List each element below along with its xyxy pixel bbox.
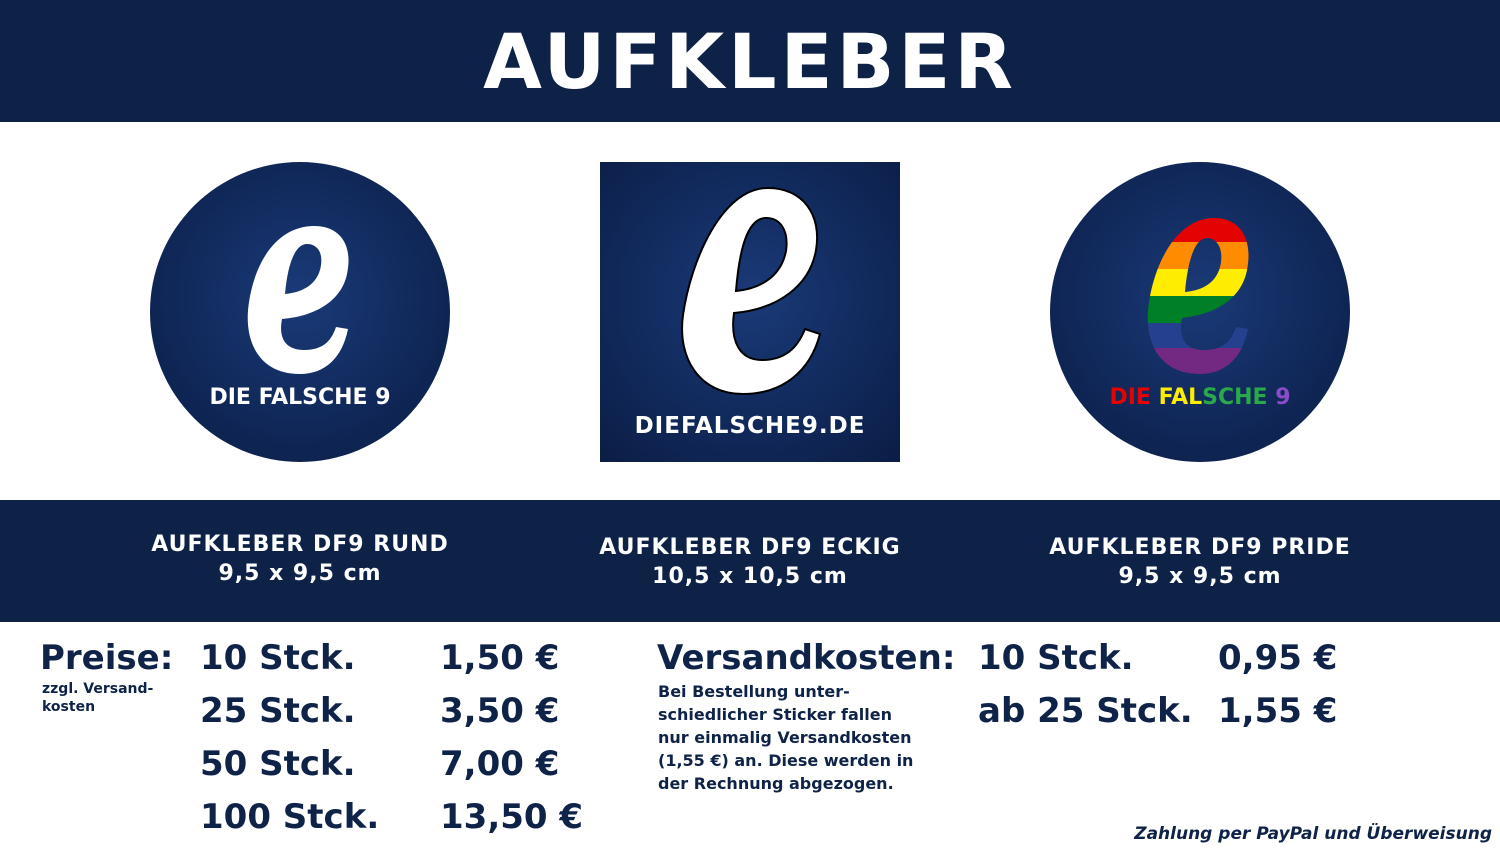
shipping-note-line: nur einmalig Versandkosten xyxy=(658,728,912,747)
product-pride-size: 9,5 x 9,5 cm xyxy=(1118,564,1282,589)
shipping-label: Versandkosten: xyxy=(657,638,956,678)
product-info-band: AUFKLEBER DF9 RUND 9,5 x 9,5 cm AUFKLEBE… xyxy=(0,500,1500,622)
pride-label-part-purple: 9 xyxy=(1267,385,1291,410)
e-logo-icon xyxy=(247,226,349,374)
product-round-info: AUFKLEBER DF9 RUND 9,5 x 9,5 cm xyxy=(100,530,500,588)
shipping-qty: ab 25 Stck. xyxy=(978,691,1193,731)
product-pride-info: AUFKLEBER DF9 PRIDE 9,5 x 9,5 cm xyxy=(1000,533,1400,591)
pride-label-part-yellow: FAL xyxy=(1158,385,1203,410)
price-qty: 50 Stck. xyxy=(200,744,356,784)
price-value: 3,50 € xyxy=(440,691,560,731)
shipping-note-line: (1,55 €) an. Diese werden in xyxy=(658,751,914,770)
header-banner: AUFKLEBER xyxy=(0,0,1500,122)
price-qty: 10 Stck. xyxy=(200,638,356,678)
product-pride-name: AUFKLEBER DF9 PRIDE xyxy=(1049,535,1351,560)
product-square-info: AUFKLEBER DF9 ECKIG 10,5 x 10,5 cm xyxy=(550,533,950,591)
sticker-round-label: DIE FALSCHE 9 xyxy=(209,385,391,410)
shipping-note-line: Bei Bestellung unter- xyxy=(658,682,850,701)
prices-note-line: kosten xyxy=(42,699,96,715)
sticker-square-label: DIEFALSCHE9.DE xyxy=(634,413,866,439)
sticker-round-image: DIE FALSCHE 9 xyxy=(150,162,450,462)
shipping-note: Bei Bestellung unter- schiedlicher Stick… xyxy=(658,680,913,795)
price-value: 13,50 € xyxy=(440,797,584,837)
price-value: 7,00 € xyxy=(440,744,560,784)
rainbow-e-logo-icon xyxy=(1147,218,1249,374)
sticker-square-image: DIEFALSCHE9.DE xyxy=(600,162,900,462)
product-square-name: AUFKLEBER DF9 ECKIG xyxy=(599,535,901,560)
product-square-size: 10,5 x 10,5 cm xyxy=(652,564,848,589)
shipping-price: 1,55 € xyxy=(1218,691,1338,731)
prices-label: Preise: xyxy=(40,638,174,678)
shipping-note-line: der Rechnung abgezogen. xyxy=(658,774,894,793)
pride-label-part-green: SCHE xyxy=(1202,385,1268,410)
prices-note: zzgl. Versand- kosten xyxy=(42,680,153,716)
page-title: AUFKLEBER xyxy=(483,16,1017,106)
price-qty: 100 Stck. xyxy=(200,797,380,837)
prices-note-line: zzgl. Versand- xyxy=(42,681,154,697)
payment-methods-note: Zahlung per PayPal und Überweisung xyxy=(1134,824,1492,844)
e-logo-icon xyxy=(681,186,822,396)
pride-label-part-red: DIE xyxy=(1109,385,1159,410)
product-round-size: 9,5 x 9,5 cm xyxy=(218,561,382,586)
sticker-pride-label: DIE FALSCHE 9 xyxy=(1050,385,1350,410)
price-qty: 25 Stck. xyxy=(200,691,356,731)
product-round-name: AUFKLEBER DF9 RUND xyxy=(151,532,449,557)
shipping-note-line: schiedlicher Sticker fallen xyxy=(658,705,892,724)
sticker-pride-image: DIE FALSCHE 9 xyxy=(1050,162,1350,462)
shipping-price: 0,95 € xyxy=(1218,638,1338,678)
shipping-qty: 10 Stck. xyxy=(978,638,1134,678)
price-value: 1,50 € xyxy=(440,638,560,678)
